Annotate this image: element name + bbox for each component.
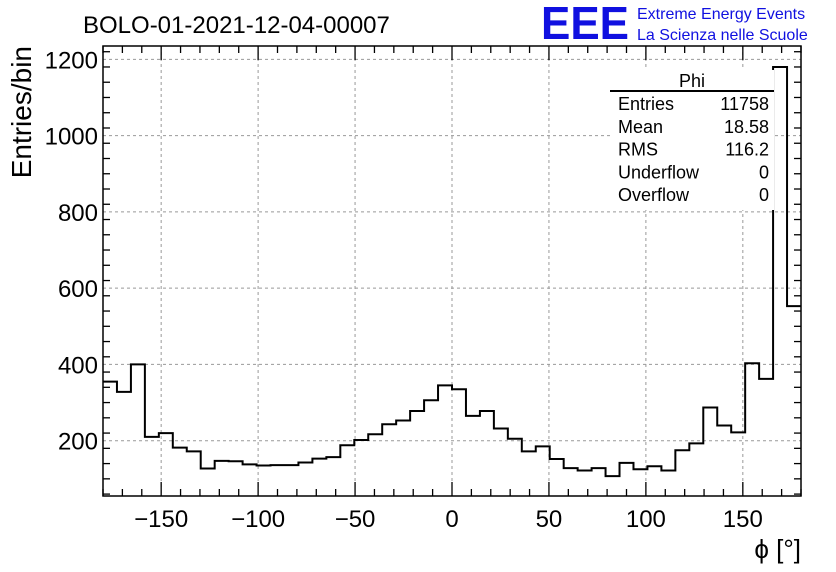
stats-value-rms: 116.2	[725, 140, 769, 160]
y-tick-label: 400	[58, 352, 98, 379]
eee-logo-mark: EEE	[541, 0, 629, 49]
y-axis-title: Entries/bin	[6, 46, 37, 178]
x-tick-label: 50	[536, 506, 563, 533]
x-axis-title: ϕ [°]	[754, 534, 801, 564]
y-axis-ticks: 200 400 600 800 1000 1200	[45, 47, 801, 495]
eee-logo: EEE Extreme Energy Events La Scienza nel…	[541, 0, 808, 49]
stats-label-underflow: Underflow	[618, 162, 700, 182]
y-tick-label: 1000	[45, 124, 98, 151]
stats-value-mean: 18.58	[724, 117, 769, 137]
x-tick-label: −150	[134, 506, 188, 533]
stats-value-entries: 11758	[720, 94, 769, 114]
eee-logo-line2: La Scienza nelle Scuole	[637, 27, 808, 44]
y-tick-label: 600	[58, 276, 98, 303]
x-tick-label: 100	[626, 506, 666, 533]
stats-label-entries: Entries	[618, 94, 674, 114]
stats-label-overflow: Overflow	[618, 185, 690, 205]
y-tick-label: 800	[58, 200, 98, 227]
stats-box-title: Phi	[679, 71, 705, 91]
y-tick-label: 200	[58, 429, 98, 456]
stats-box: Phi Entries 11758 Mean 18.58 RMS 116.2 Underfl…	[610, 70, 774, 210]
stats-label-mean: Mean	[618, 117, 663, 137]
eee-logo-line1: Extreme Energy Events	[637, 6, 805, 23]
histogram-series-phi	[103, 65, 801, 478]
stats-value-underflow: 0	[759, 162, 769, 182]
y-tick-label: 1200	[45, 47, 98, 74]
stats-value-overflow: 0	[759, 185, 769, 205]
x-tick-label: 0	[445, 506, 458, 533]
chart-title: BOLO-01-2021-12-04-00007	[83, 12, 390, 39]
x-tick-label: 150	[723, 506, 763, 533]
x-axis-ticks: −150 −100 −50 0 50 100 150	[102, 46, 802, 533]
stats-label-rms: RMS	[618, 140, 658, 160]
stats-box-background	[610, 70, 774, 210]
x-tick-label: −50	[335, 506, 376, 533]
x-tick-label: −100	[231, 506, 285, 533]
